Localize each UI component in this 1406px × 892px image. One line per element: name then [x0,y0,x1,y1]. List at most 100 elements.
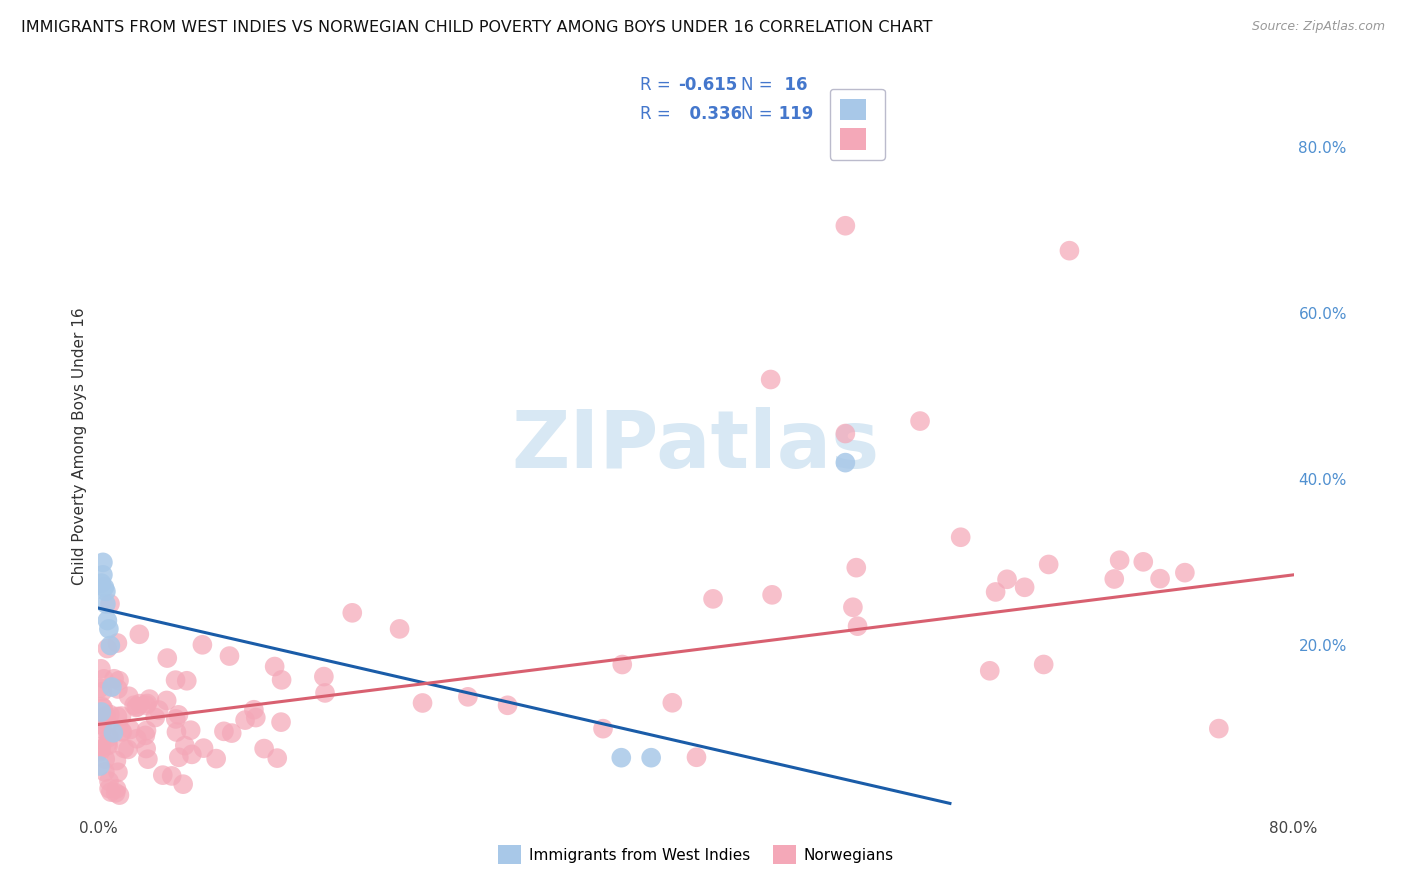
Point [160,769,183,783]
Point [135,723,157,738]
Point [1032,657,1054,672]
Point [949,530,972,544]
Text: 16: 16 [773,76,808,94]
Point [979,664,1001,678]
Point [266,751,288,765]
Point [834,456,856,470]
Point [98,707,121,722]
Point [111,725,134,739]
Point [134,728,156,742]
Point [90,662,112,676]
Point [128,697,150,711]
Point [1059,244,1081,258]
Point [263,659,285,673]
Point [984,585,1007,599]
Point [592,722,614,736]
Point [96,722,118,736]
Text: 0.336: 0.336 [678,105,742,123]
Point [94,764,117,779]
Point [180,723,202,738]
Point [135,741,157,756]
Point [97,731,120,745]
Point [98,639,122,653]
Text: IMMIGRANTS FROM WEST INDIES VS NORWEGIAN CHILD POVERTY AMONG BOYS UNDER 16 CORRE: IMMIGRANTS FROM WEST INDIES VS NORWEGIAN… [21,20,932,35]
Point [312,670,335,684]
Point [96,641,118,656]
Point [173,739,195,753]
Point [191,638,214,652]
Point [97,739,120,753]
Point [89,717,111,731]
Point [761,588,783,602]
Point [1038,558,1060,572]
Point [89,759,111,773]
Point [388,622,411,636]
Point [104,786,127,800]
Point [118,690,141,704]
Point [193,741,215,756]
Point [98,774,121,789]
Text: 119: 119 [773,105,814,123]
Point [96,709,118,723]
Text: R =: R = [640,105,671,123]
Point [165,712,187,726]
Point [96,614,118,628]
Point [610,750,633,764]
Point [1174,566,1197,580]
Point [702,591,724,606]
Point [167,707,190,722]
Point [218,648,240,663]
Point [105,781,128,796]
Point [90,712,112,726]
Point [107,681,129,696]
Point [91,699,114,714]
Point [90,705,112,719]
Point [90,742,112,756]
Point [91,722,114,736]
Point [995,572,1018,586]
Point [93,580,115,594]
Point [120,723,142,737]
Point [165,725,187,739]
Point [94,597,117,611]
Point [96,737,118,751]
Text: N =: N = [741,76,772,94]
Point [612,657,634,672]
Point [180,747,202,762]
Point [100,785,122,799]
Point [253,741,276,756]
Point [172,777,194,791]
Point [112,741,135,756]
Point [314,686,336,700]
Point [156,693,179,707]
Point [136,697,159,711]
Point [270,673,292,687]
Point [127,699,149,714]
Point [233,713,256,727]
Point [1149,572,1171,586]
Point [1108,553,1130,567]
Point [107,765,129,780]
Point [98,597,121,611]
Point [143,710,166,724]
Text: N =: N = [741,105,772,123]
Point [89,681,111,695]
Point [135,698,157,713]
Point [412,696,434,710]
Point [138,692,160,706]
Point [90,576,112,591]
Point [94,752,117,766]
Point [103,725,125,739]
Point [661,696,683,710]
Text: -0.615: -0.615 [678,76,737,94]
Point [105,754,128,768]
Point [759,372,782,386]
Point [152,768,174,782]
Point [245,710,267,724]
Point [1132,555,1154,569]
Point [125,731,148,746]
Point [167,750,190,764]
Point [165,673,187,687]
Y-axis label: Child Poverty Among Boys Under 16: Child Poverty Among Boys Under 16 [72,307,87,585]
Point [156,651,179,665]
